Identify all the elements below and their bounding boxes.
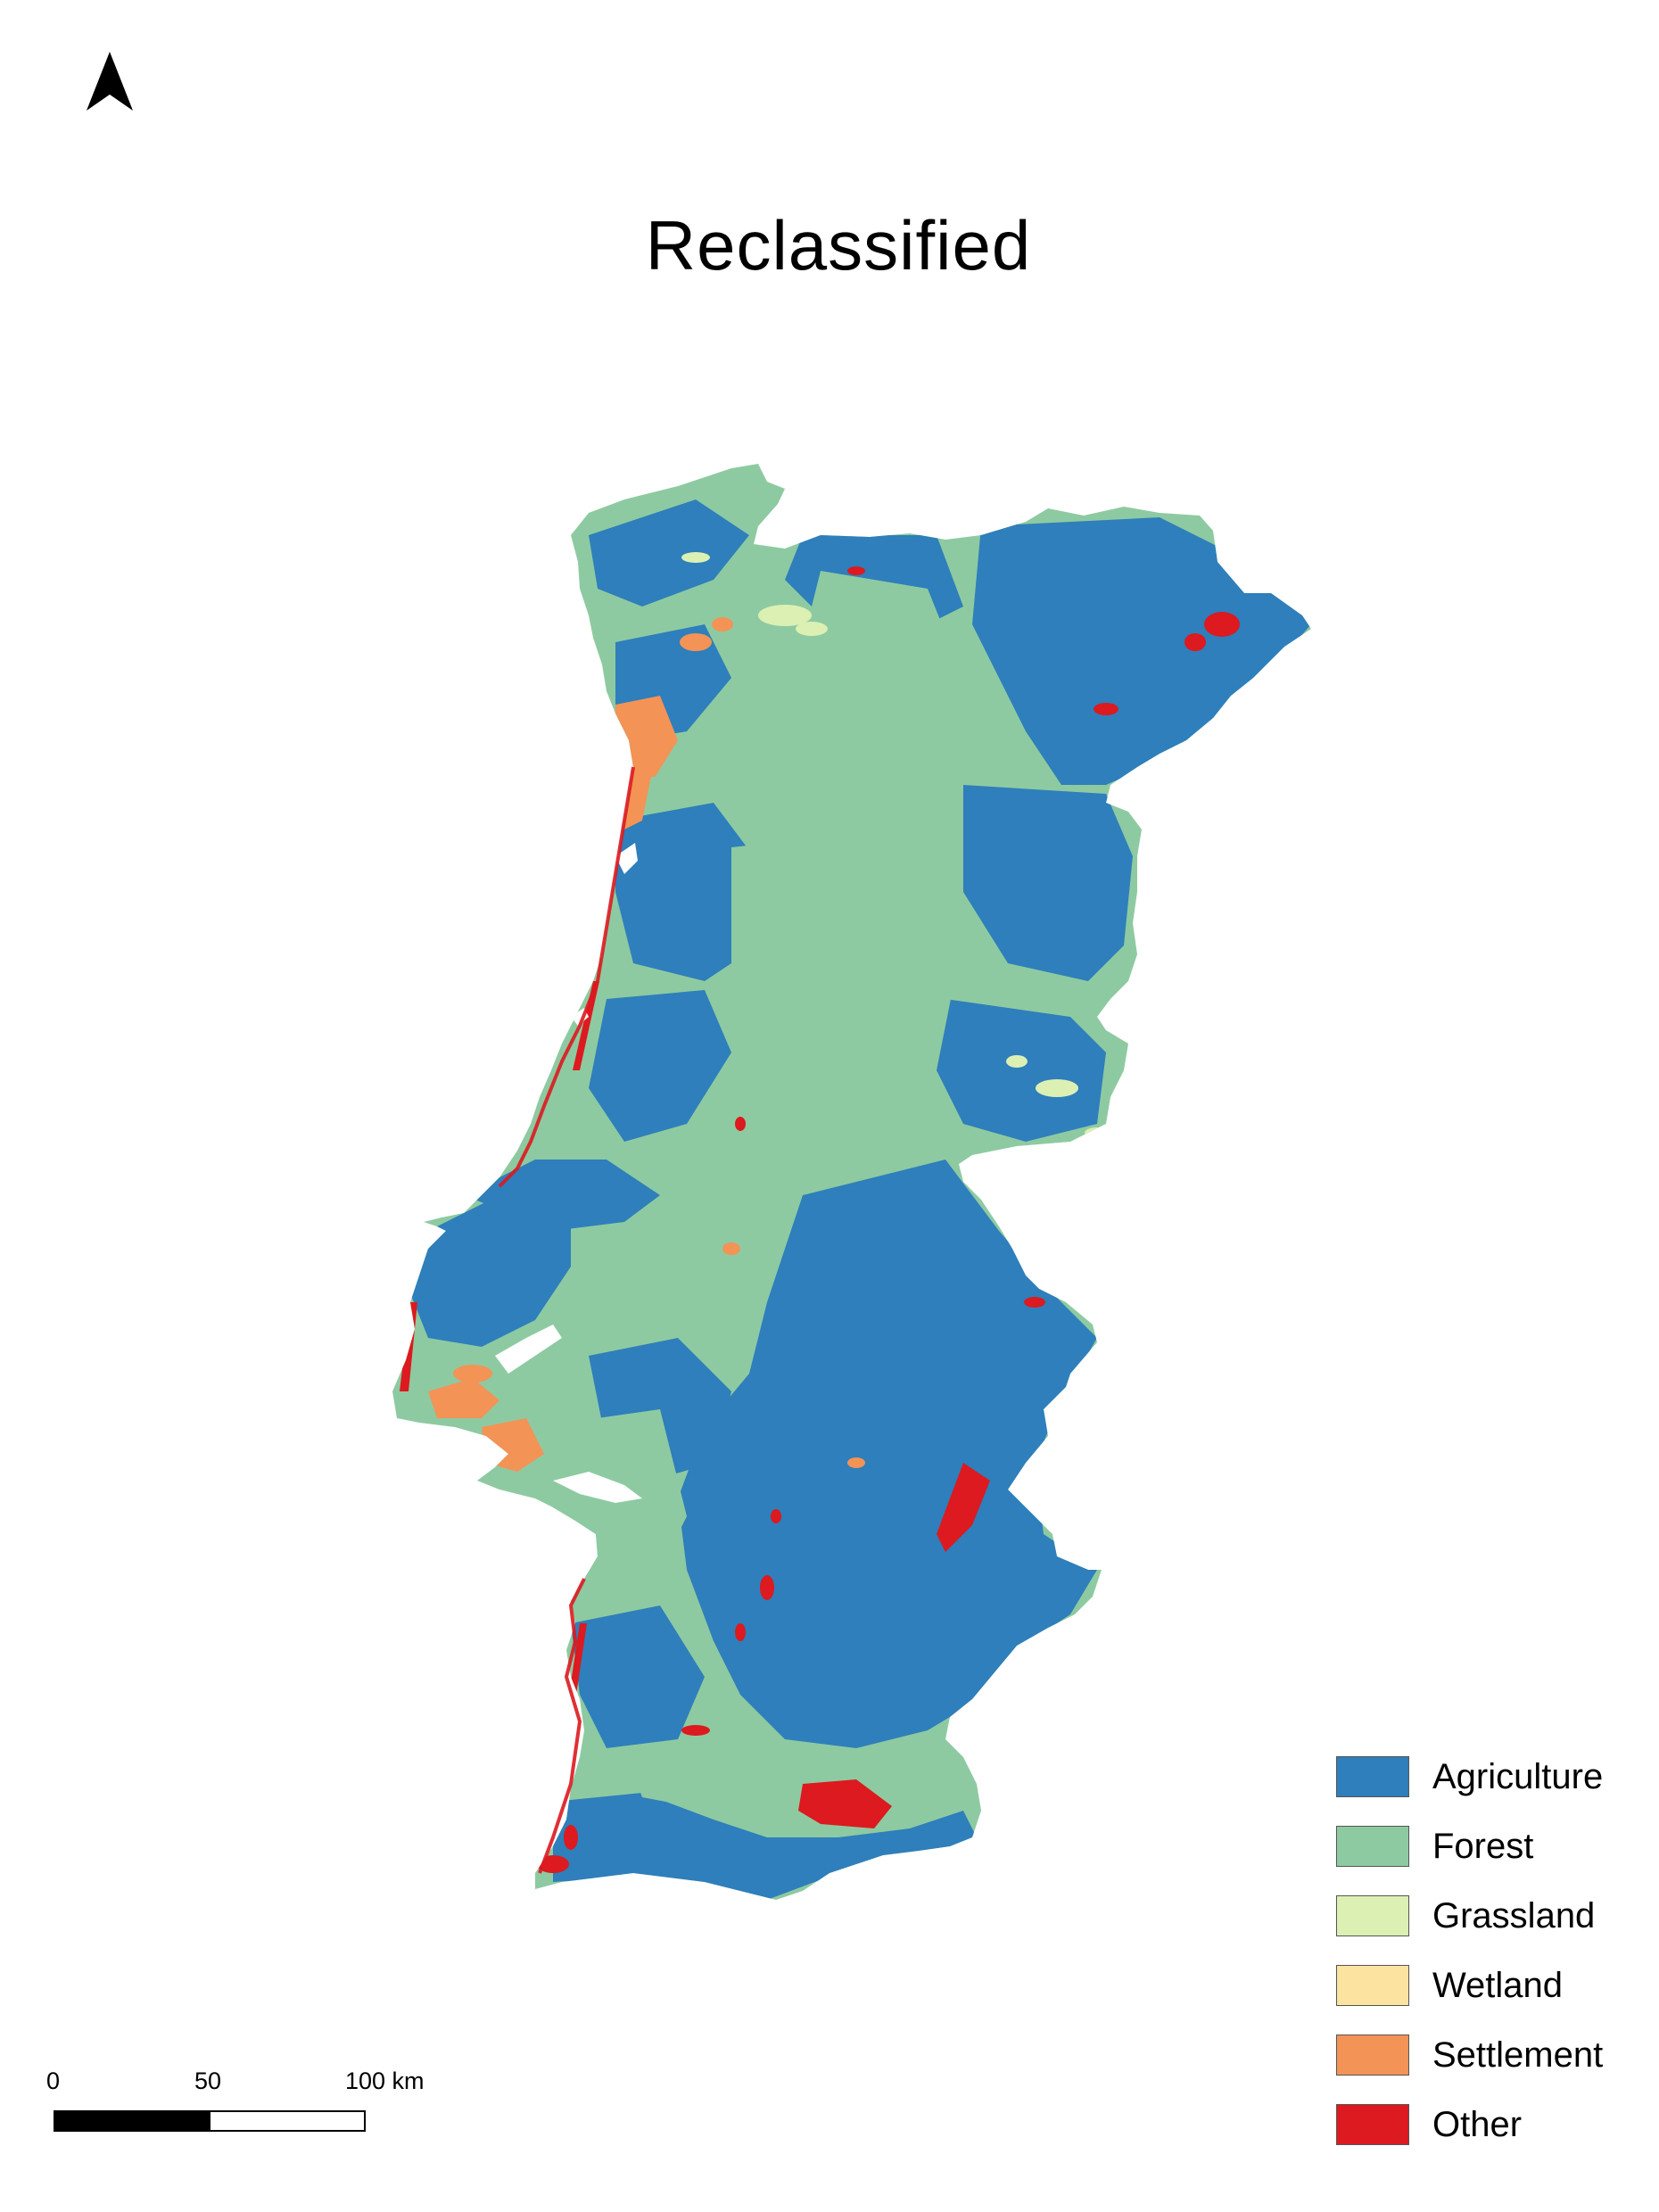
legend-label-grassland: Grassland — [1432, 1895, 1596, 1936]
scale-bar: 0 50 100 km — [36, 2068, 425, 2132]
legend-swatch-forest — [1336, 1826, 1409, 1867]
map-legend: Agriculture Forest Grassland Wetland Set… — [1336, 1742, 1639, 2159]
scale-label-100: 100 km — [345, 2068, 425, 2094]
legend-swatch-other — [1336, 2104, 1409, 2145]
legend-swatch-settlement — [1336, 2035, 1409, 2076]
legend-label-settlement: Settlement — [1432, 2035, 1604, 2075]
legend-item-other: Other — [1336, 2090, 1639, 2159]
legend-item-grassland: Grassland — [1336, 1881, 1639, 1951]
legend-swatch-agriculture — [1336, 1756, 1409, 1797]
legend-label-other: Other — [1432, 2104, 1523, 2144]
legend-label-forest: Forest — [1432, 1826, 1534, 1866]
scale-label-0: 0 — [46, 2068, 61, 2094]
legend-item-wetland: Wetland — [1336, 1951, 1639, 2020]
scale-segment-empty — [209, 2110, 366, 2132]
legend-item-agriculture: Agriculture — [1336, 1742, 1639, 1812]
legend-item-forest: Forest — [1336, 1812, 1639, 1881]
legend-swatch-grassland — [1336, 1895, 1409, 1936]
scale-label-50: 50 — [194, 2068, 222, 2094]
legend-swatch-wetland — [1336, 1965, 1409, 2006]
scale-segment-filled — [54, 2110, 210, 2132]
legend-item-settlement: Settlement — [1336, 2020, 1639, 2090]
north-arrow-icon — [87, 52, 133, 111]
map-title: Reclassified — [645, 206, 1032, 285]
legend-label-agriculture: Agriculture — [1432, 1756, 1604, 1796]
legend-label-wetland: Wetland — [1432, 1965, 1564, 2005]
